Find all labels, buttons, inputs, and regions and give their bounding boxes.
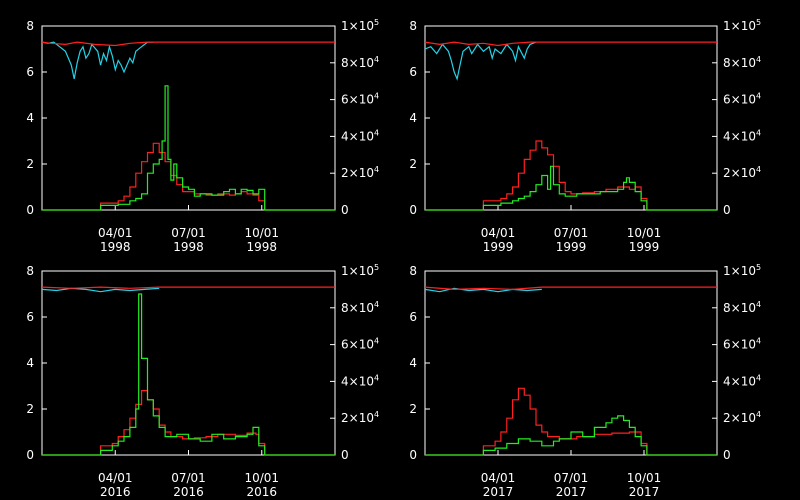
right-y-tick-label: 2×104 xyxy=(723,165,761,180)
series-line-red xyxy=(42,390,335,456)
right-y-tick-label: 1×105 xyxy=(341,18,379,33)
left-y-tick-label: 0 xyxy=(26,448,34,462)
x-tick-label: 04/01 xyxy=(481,226,516,240)
x-tick-label: 10/01 xyxy=(244,471,279,485)
right-y-tick-label: 2×104 xyxy=(341,165,379,180)
right-y-tick-label: 0 xyxy=(341,203,349,217)
x-tick-label-year: 1999 xyxy=(483,240,514,254)
series-line-green xyxy=(425,415,717,456)
plot-frame xyxy=(424,270,718,456)
right-y-tick-label: 0 xyxy=(723,448,731,462)
series-line-cyan xyxy=(41,41,154,80)
left-y-tick-label: 4 xyxy=(409,111,417,125)
right-y-tick-label: 8×104 xyxy=(341,300,379,315)
right-y-tick-label: 2×104 xyxy=(341,410,379,425)
right-y-tick-label: 0 xyxy=(341,448,349,462)
plot-frame xyxy=(41,270,336,456)
x-tick-label-year: 1998 xyxy=(173,240,204,254)
right-y-tick-label: 6×104 xyxy=(341,337,379,352)
right-y-tick-label: 4×104 xyxy=(341,373,379,388)
x-tick-label-year: 1998 xyxy=(100,240,131,254)
left-y-tick-label: 2 xyxy=(26,402,34,416)
left-y-tick-label: 0 xyxy=(409,203,417,217)
x-tick-label: 07/01 xyxy=(554,471,589,485)
left-y-tick-label: 4 xyxy=(26,111,34,125)
right-y-tick-label: 8×104 xyxy=(723,300,761,315)
series-line-cyan xyxy=(424,41,537,81)
left-y-tick-label: 2 xyxy=(409,402,417,416)
plot-frame xyxy=(424,25,718,211)
series-line-red xyxy=(42,142,335,211)
x-tick-label-year: 1999 xyxy=(556,240,587,254)
series-line-cyan xyxy=(41,287,160,293)
right-y-tick-label: 4×104 xyxy=(723,373,761,388)
left-y-tick-label: 6 xyxy=(26,65,34,79)
x-tick-label: 07/01 xyxy=(171,471,206,485)
right-y-tick-label: 4×104 xyxy=(723,128,761,143)
right-y-tick-label: 1×105 xyxy=(723,263,761,278)
right-y-tick-label: 1×105 xyxy=(341,263,379,278)
left-y-tick-label: 8 xyxy=(26,19,34,33)
left-y-tick-label: 4 xyxy=(409,356,417,370)
left-y-tick-label: 0 xyxy=(409,448,417,462)
plot-frame xyxy=(41,25,336,211)
left-y-tick-label: 6 xyxy=(409,65,417,79)
right-y-tick-label: 4×104 xyxy=(341,128,379,143)
x-tick-label: 04/01 xyxy=(98,471,133,485)
right-y-tick-label: 6×104 xyxy=(723,337,761,352)
chart-panel-4: 0246802×1044×1046×1048×1041×10504/012017… xyxy=(409,263,761,499)
series-line-red xyxy=(41,286,335,289)
x-tick-label: 07/01 xyxy=(554,226,589,240)
x-tick-label: 04/01 xyxy=(481,471,516,485)
left-y-tick-label: 8 xyxy=(26,264,34,278)
series-line-green xyxy=(42,85,335,211)
left-y-tick-label: 4 xyxy=(26,356,34,370)
series-line-red xyxy=(425,387,717,456)
right-y-tick-label: 8×104 xyxy=(723,55,761,70)
x-tick-label: 10/01 xyxy=(627,226,662,240)
x-tick-label-year: 2017 xyxy=(629,485,660,499)
x-tick-label-year: 1999 xyxy=(629,240,660,254)
series-line-red xyxy=(424,41,717,47)
chart-panel-3: 0246802×1044×1046×1048×1041×10504/012016… xyxy=(26,263,379,499)
x-tick-label-year: 2016 xyxy=(246,485,277,499)
x-tick-label: 07/01 xyxy=(171,226,206,240)
left-y-tick-label: 2 xyxy=(26,157,34,171)
series-line-red xyxy=(41,41,335,47)
series-line-red xyxy=(424,286,717,291)
x-tick-label: 10/01 xyxy=(244,226,279,240)
x-tick-label: 04/01 xyxy=(98,226,133,240)
series-line-red xyxy=(425,140,717,211)
x-tick-label-year: 2016 xyxy=(173,485,204,499)
left-y-tick-label: 8 xyxy=(409,19,417,33)
right-y-tick-label: 6×104 xyxy=(723,92,761,107)
left-y-tick-label: 8 xyxy=(409,264,417,278)
left-y-tick-label: 6 xyxy=(409,310,417,324)
left-y-tick-label: 2 xyxy=(409,157,417,171)
x-tick-label-year: 2017 xyxy=(483,485,514,499)
left-y-tick-label: 0 xyxy=(26,203,34,217)
right-y-tick-label: 8×104 xyxy=(341,55,379,70)
x-tick-label: 10/01 xyxy=(627,471,662,485)
series-line-cyan xyxy=(424,287,542,293)
chart-panel-2: 0246802×1044×1046×1048×1041×10504/011999… xyxy=(409,18,761,254)
right-y-tick-label: 1×105 xyxy=(723,18,761,33)
chart-panel-1: 0246802×1044×1046×1048×1041×10504/011998… xyxy=(26,18,379,254)
right-y-tick-label: 0 xyxy=(723,203,731,217)
left-y-tick-label: 6 xyxy=(26,310,34,324)
series-line-green xyxy=(42,293,335,456)
series-line-green xyxy=(425,165,717,211)
x-tick-label-year: 1998 xyxy=(246,240,277,254)
right-y-tick-label: 2×104 xyxy=(723,410,761,425)
x-tick-label-year: 2017 xyxy=(556,485,587,499)
x-tick-label-year: 2016 xyxy=(100,485,131,499)
right-y-tick-label: 6×104 xyxy=(341,92,379,107)
